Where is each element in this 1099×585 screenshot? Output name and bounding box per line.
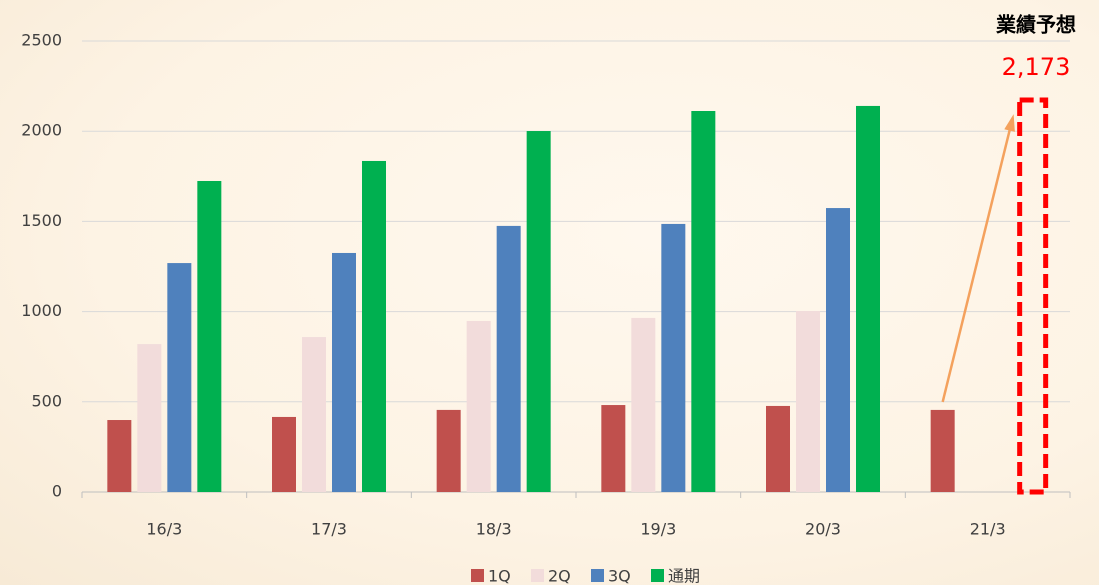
bar [930, 409, 955, 492]
arrow-head [1004, 114, 1015, 132]
bar [137, 344, 162, 492]
legend-label: 3Q [608, 567, 631, 585]
x-tick-label: 21/3 [970, 520, 1006, 539]
legend-swatch [651, 569, 664, 582]
bar [496, 225, 521, 492]
bar [197, 180, 222, 492]
bar [167, 263, 192, 492]
forecast-box [1017, 97, 1049, 495]
bar [526, 131, 551, 493]
forecast-value: 2,173 [1002, 53, 1071, 81]
bar [631, 317, 656, 492]
bar [436, 409, 461, 492]
x-tick-label: 20/3 [805, 520, 841, 539]
bar [362, 160, 386, 492]
bar [766, 405, 790, 492]
legend-label: 通期 [668, 567, 700, 585]
y-tick-label: 2000 [21, 121, 62, 140]
bar [332, 252, 356, 492]
bar [661, 223, 686, 492]
arrow [941, 117, 1014, 403]
x-tick-label: 18/3 [476, 520, 512, 539]
bar [856, 105, 880, 492]
legend-swatch [591, 569, 604, 582]
x-tick-label: 17/3 [311, 520, 347, 539]
bar [302, 337, 326, 492]
legend-label: 1Q [488, 567, 511, 585]
legend-swatch [471, 569, 484, 582]
y-tick-label: 0 [52, 482, 62, 501]
legend-swatch [531, 569, 544, 582]
y-tick-label: 500 [31, 391, 62, 410]
bar [601, 405, 626, 492]
bar [466, 320, 491, 492]
bar [826, 208, 850, 492]
x-tick-label: 19/3 [640, 520, 676, 539]
y-tick-label: 1500 [21, 211, 62, 230]
legend-label: 2Q [548, 567, 571, 585]
y-tick-label: 1000 [21, 301, 62, 320]
bar [107, 420, 132, 492]
forecast-label: 業績予想 [996, 13, 1076, 37]
x-tick-label: 16/3 [146, 520, 182, 539]
bar [691, 110, 716, 492]
bar [796, 311, 820, 492]
bar [272, 416, 296, 492]
y-tick-label: 2500 [21, 31, 62, 50]
